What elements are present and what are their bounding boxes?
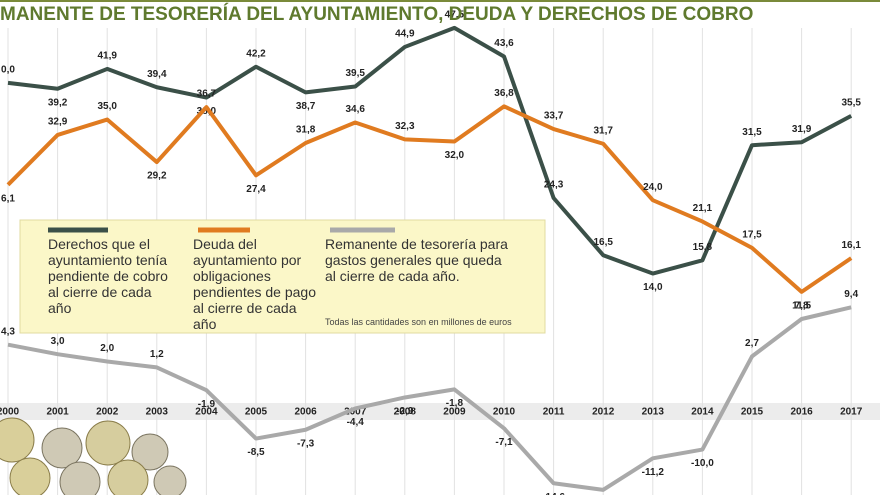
x-tick-label: 2001 — [46, 407, 69, 418]
data-label: -8,5 — [247, 447, 265, 458]
data-label: 43,6 — [494, 38, 514, 49]
data-label: -4,4 — [347, 417, 365, 428]
x-tick-label: 2008 — [394, 407, 417, 418]
legend-text: Derechos que el ayuntamiento tenía pendi… — [48, 236, 168, 316]
data-label: 39,4 — [147, 69, 167, 80]
data-label: 15,8 — [693, 242, 713, 253]
data-label: 16,1 — [841, 240, 861, 251]
legend-text: Remanente de tesorería para gastos gener… — [325, 236, 508, 284]
x-tick-label: 2011 — [543, 407, 565, 418]
data-label: 35,0 — [97, 101, 117, 112]
data-label: 31,9 — [792, 124, 812, 135]
data-label: 36,8 — [494, 88, 514, 99]
x-tick-label: 2005 — [245, 407, 268, 418]
data-label: 44,9 — [395, 29, 415, 40]
data-label: -11,2 — [642, 467, 665, 478]
data-label: 31,7 — [593, 125, 613, 136]
data-label: -10,0 — [691, 458, 714, 469]
x-tick-label: 2003 — [146, 407, 169, 418]
data-label: 6,1 — [1, 193, 15, 204]
legend-text: Deuda del ayuntamiento por obligaciones … — [193, 236, 316, 332]
data-label: 31,5 — [742, 127, 762, 138]
x-tick-label: 2002 — [96, 407, 119, 418]
data-label: -1,8 — [446, 398, 464, 409]
x-tick-label: 2015 — [741, 407, 764, 418]
data-label: -1,9 — [198, 399, 216, 410]
data-label: 24,3 — [544, 180, 564, 191]
data-label: 2,7 — [745, 338, 759, 349]
data-label: 2,0 — [100, 343, 114, 354]
chart-title: MANENTE DE TESORERÍA DEL AYUNTAMIENTO, D… — [0, 3, 753, 25]
series-line — [6, 104, 853, 294]
x-tick-label: 2014 — [691, 407, 714, 418]
data-label: 42,2 — [246, 48, 266, 59]
data-label: 39,2 — [48, 97, 68, 108]
data-label: 39,5 — [345, 68, 365, 79]
data-label: -14,6 — [542, 492, 565, 495]
x-tick-label: 2017 — [840, 407, 863, 418]
year-band — [0, 403, 880, 420]
data-label: 38,7 — [296, 101, 316, 112]
data-label: 7,8 — [795, 301, 809, 312]
note: Todas las cantidades son en millones de … — [325, 317, 512, 327]
data-label: 47,5 — [445, 10, 465, 21]
data-label: 14,0 — [643, 282, 663, 293]
data-label: 1,2 — [150, 349, 164, 360]
data-label: 31,8 — [296, 125, 316, 136]
coins — [0, 417, 187, 495]
x-tick-label: 2009 — [443, 407, 466, 418]
series-line — [7, 25, 853, 276]
data-label: -7,1 — [495, 437, 513, 448]
data-label: 36,7 — [197, 89, 217, 100]
data-label: 21,1 — [693, 203, 713, 214]
data-label: 32,3 — [395, 121, 415, 132]
x-tick-label: 2004 — [195, 407, 218, 418]
data-label: 32,9 — [48, 117, 68, 128]
data-label: 34,6 — [345, 104, 365, 115]
data-label: 11,5 — [792, 301, 811, 312]
data-label: 41,9 — [97, 51, 117, 62]
x-tick-label: 2007 — [344, 407, 367, 418]
data-label: 32,0 — [445, 150, 465, 161]
data-label: -2,9 — [396, 406, 414, 417]
data-label: 4,3 — [1, 326, 15, 337]
legend-box — [19, 219, 546, 334]
x-tick-label: 2016 — [790, 407, 813, 418]
data-label: 27,4 — [246, 184, 266, 195]
data-label: 29,2 — [147, 171, 167, 182]
data-label: 38,0 — [197, 106, 217, 117]
data-label: 33,7 — [544, 111, 564, 122]
x-tick-label: 2006 — [294, 407, 317, 418]
x-tick-label: 2012 — [592, 407, 615, 418]
data-label: 3,0 — [51, 336, 65, 347]
series-line — [7, 305, 852, 492]
data-label: 17,5 — [742, 230, 762, 241]
x-tick-label: 2000 — [0, 407, 20, 418]
data-label: 16,5 — [593, 237, 613, 248]
data-label: 35,5 — [841, 98, 861, 109]
data-label: 0,0 — [1, 65, 15, 76]
data-label: 24,0 — [643, 182, 663, 193]
x-tick-label: 2013 — [642, 407, 665, 418]
data-label: -7,3 — [297, 438, 315, 449]
data-label: 9,4 — [844, 289, 858, 300]
x-tick-label: 2010 — [493, 407, 516, 418]
